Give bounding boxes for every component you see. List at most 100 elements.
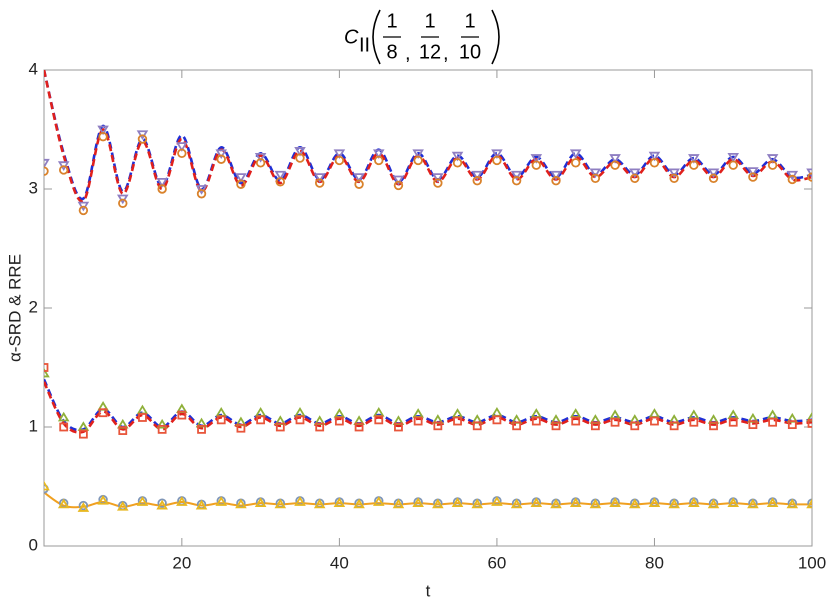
marker-triangle <box>491 406 503 417</box>
marker-square <box>669 421 679 431</box>
marker-circle <box>236 179 246 189</box>
marker-triangle <box>432 173 444 183</box>
marker-triangle <box>77 201 90 212</box>
marker-square <box>275 422 285 432</box>
marker-triangle <box>44 480 50 491</box>
marker-triangle <box>353 173 365 183</box>
marker-triangle <box>176 142 188 152</box>
title-paren <box>372 9 381 65</box>
marker-square <box>118 426 128 435</box>
marker-square <box>78 429 88 439</box>
marker-square <box>610 417 620 427</box>
marker-circle <box>58 165 69 175</box>
marker-triangle <box>628 498 641 509</box>
marker-circle <box>492 155 502 166</box>
x-tick-label: 80 <box>645 553 664 572</box>
title-separator: , <box>443 42 449 64</box>
marker-circle <box>98 131 108 142</box>
marker-triangle <box>372 149 385 160</box>
marker-triangle <box>254 497 267 508</box>
marker-triangle <box>392 175 405 186</box>
marker-triangle <box>77 502 90 512</box>
marker-square <box>512 421 522 431</box>
marker-triangle <box>688 154 700 164</box>
marker-triangle <box>57 411 70 422</box>
marker-circle <box>157 498 167 508</box>
marker-square <box>748 420 758 430</box>
marker-triangle <box>235 173 247 183</box>
marker-circle <box>196 189 207 199</box>
marker-circle <box>255 158 266 168</box>
marker-triangle <box>806 411 812 422</box>
marker-triangle <box>806 498 812 509</box>
title-subscript: II <box>359 34 370 56</box>
marker-square <box>590 421 600 431</box>
marker-square <box>197 424 206 434</box>
marker-triangle <box>333 497 346 508</box>
x-tick-label: 40 <box>330 553 349 572</box>
marker-circle <box>649 158 660 168</box>
marker-circle <box>669 173 679 183</box>
title-denominator: 12 <box>419 41 441 63</box>
marker-triangle <box>156 499 168 510</box>
marker-circle <box>787 174 798 185</box>
marker-circle <box>610 160 620 170</box>
marker-circle <box>393 180 404 191</box>
marker-circle <box>689 160 699 170</box>
marker-triangle <box>530 154 543 164</box>
title-numerator: 1 <box>424 10 435 32</box>
marker-triangle <box>766 154 779 164</box>
marker-triangle <box>530 497 543 508</box>
marker-square <box>236 423 246 433</box>
marker-triangle <box>176 496 188 506</box>
marker-square <box>787 420 797 430</box>
marker-triangle <box>609 409 621 419</box>
marker-triangle <box>786 498 799 509</box>
y-tick-label: 1 <box>29 416 38 435</box>
marker-square <box>157 424 167 434</box>
marker-square <box>216 415 226 425</box>
marker-circle <box>78 205 89 216</box>
marker-triangle <box>569 149 582 160</box>
marker-triangle <box>372 496 385 506</box>
marker-square <box>472 421 482 431</box>
marker-triangle <box>550 498 562 509</box>
marker-circle <box>570 158 581 168</box>
marker-circle <box>44 166 49 176</box>
marker-circle <box>728 160 738 170</box>
x-tick-label: 60 <box>487 553 506 572</box>
marker-square <box>709 421 718 431</box>
marker-triangle <box>688 497 700 508</box>
marker-circle <box>452 158 463 168</box>
marker-triangle <box>589 498 602 509</box>
marker-square <box>256 415 266 425</box>
marker-circle <box>314 178 325 188</box>
marker-triangle <box>609 154 621 164</box>
marker-square <box>630 421 640 431</box>
marker-square <box>138 413 147 422</box>
marker-square <box>650 416 659 426</box>
marker-triangle <box>648 151 661 162</box>
marker-square <box>728 417 738 427</box>
marker-circle <box>295 153 305 163</box>
marker-square <box>44 363 49 372</box>
marker-triangle <box>451 497 464 508</box>
marker-square <box>768 417 778 427</box>
marker-circle <box>590 173 601 183</box>
marker-square <box>453 416 462 426</box>
series-line <box>44 381 812 434</box>
marker-triangle <box>116 500 129 511</box>
marker-triangle <box>313 498 326 509</box>
x-axis-label: t <box>426 581 431 600</box>
series-line <box>44 378 812 432</box>
title-denominator: 8 <box>386 41 397 63</box>
marker-square <box>177 410 187 420</box>
marker-square <box>551 421 561 431</box>
marker-square <box>433 421 443 431</box>
marker-triangle <box>97 125 109 136</box>
marker-triangle <box>432 498 444 509</box>
marker-circle <box>708 173 719 183</box>
marker-triangle <box>136 130 149 141</box>
marker-triangle <box>392 498 405 509</box>
marker-circle <box>374 155 384 166</box>
